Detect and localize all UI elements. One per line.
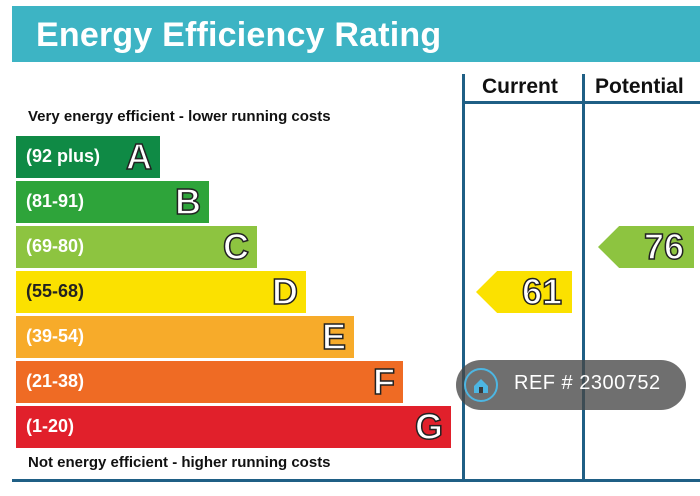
band-g: (1-20) G xyxy=(16,405,451,448)
current-column-header: Current xyxy=(482,75,558,98)
band-c: (69-80) C xyxy=(16,225,257,268)
band-e: (39-54) E xyxy=(16,315,354,358)
band-range-label: (55-68) xyxy=(26,281,85,301)
current-rating-arrow: 61 xyxy=(476,271,572,313)
band-f: (21-38) F xyxy=(16,360,403,403)
band-range-label: (69-80) xyxy=(26,236,85,256)
header-underline xyxy=(462,101,700,104)
current-rating-value: 61 xyxy=(521,271,563,313)
reference-watermark: REF # 2300752 xyxy=(456,360,686,410)
header-bar: Energy Efficiency Rating xyxy=(12,6,700,62)
divider-left xyxy=(462,74,465,482)
bottom-rule xyxy=(12,479,700,482)
band-letter-label: E xyxy=(321,315,347,358)
band-range-label: (92 plus) xyxy=(26,146,101,166)
bottom-note: Not energy efficient - higher running co… xyxy=(28,454,331,471)
band-letter-label: B xyxy=(174,180,202,223)
band-letter-label: C xyxy=(222,225,250,268)
band-letter-label: D xyxy=(271,270,299,313)
band-range-label: (1-20) xyxy=(26,416,75,436)
band-letter-label: G xyxy=(414,405,444,448)
potential-rating-arrow: 76 xyxy=(598,226,694,268)
band-d: (55-68) D xyxy=(16,270,306,313)
band-a: (92 plus) A xyxy=(16,135,160,178)
band-b: (81-91) B xyxy=(16,180,209,223)
band-range-label: (81-91) xyxy=(26,191,85,211)
potential-rating-value: 76 xyxy=(643,226,685,268)
band-range-label: (39-54) xyxy=(26,326,85,346)
top-note: Very energy efficient - lower running co… xyxy=(28,108,331,125)
potential-column-header: Potential xyxy=(595,75,684,98)
page-title: Energy Efficiency Rating xyxy=(36,16,442,54)
reference-number: REF # 2300752 xyxy=(514,372,661,394)
band-letter-label: A xyxy=(125,135,153,178)
band-range-label: (21-38) xyxy=(26,371,85,391)
home-icon xyxy=(464,368,498,402)
band-letter-label: F xyxy=(372,360,396,403)
divider-middle xyxy=(582,74,585,482)
